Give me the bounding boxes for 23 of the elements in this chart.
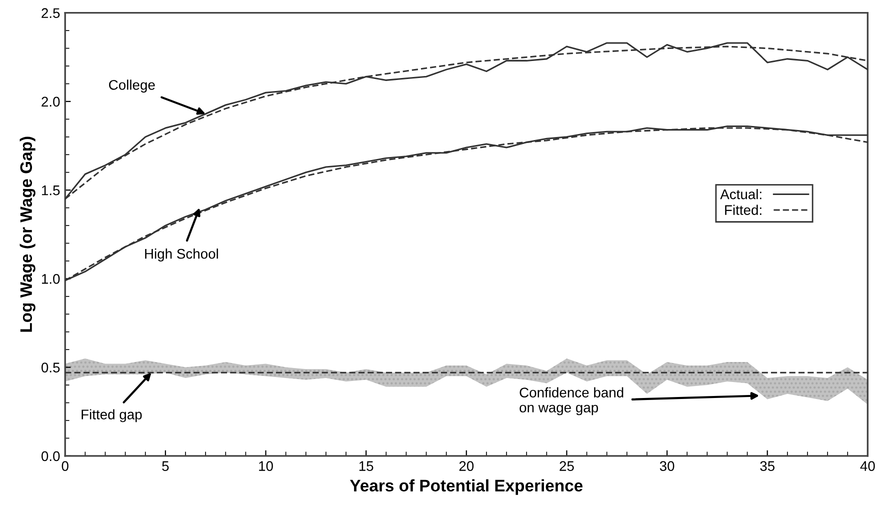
annotation: High School: [145, 248, 218, 262]
x-tick-label: 5: [162, 461, 169, 471]
x-axis-title: Years of Potential Experience: [350, 479, 583, 495]
y-tick-label: 2.5: [42, 8, 60, 18]
annotation: Fitted gap: [82, 409, 142, 422]
y-tick-label: 2.0: [42, 96, 60, 107]
annotation: Confidence band on wage gap: [520, 387, 624, 416]
y-tick-label: 0.0: [41, 451, 60, 462]
x-tick-label: 10: [259, 461, 273, 471]
y-axis-title: Log Wage (or Wage Gap): [20, 136, 36, 332]
x-tick-label: 15: [359, 461, 374, 471]
legend-label: Actual:: [720, 189, 762, 200]
legend-label: Fitted:: [725, 204, 762, 215]
x-tick-label: 20: [459, 461, 474, 471]
x-tick-label: 0: [62, 461, 68, 471]
x-tick-label: 30: [660, 461, 674, 471]
y-tick-label: 1.0: [42, 274, 60, 284]
x-tick-label: 35: [760, 461, 775, 471]
x-tick-label: 40: [860, 461, 875, 471]
annotation: College: [109, 80, 155, 93]
y-tick-label: 1.5: [42, 186, 60, 196]
y-tick-label: 0.5: [41, 362, 60, 372]
x-tick-label: 25: [560, 461, 574, 471]
